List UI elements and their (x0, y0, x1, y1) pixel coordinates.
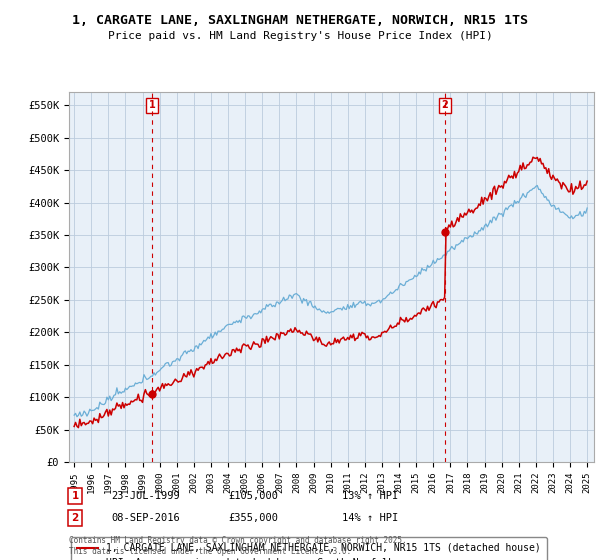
Text: 13% ↑ HPI: 13% ↑ HPI (342, 491, 398, 501)
Legend: 1, CARGATE LANE, SAXLINGHAM NETHERGATE, NORWICH, NR15 1TS (detached house), HPI:: 1, CARGATE LANE, SAXLINGHAM NETHERGATE, … (71, 537, 547, 560)
Text: 2: 2 (71, 513, 79, 523)
Text: 1: 1 (149, 100, 155, 110)
Text: £355,000: £355,000 (228, 513, 278, 523)
Text: 1, CARGATE LANE, SAXLINGHAM NETHERGATE, NORWICH, NR15 1TS: 1, CARGATE LANE, SAXLINGHAM NETHERGATE, … (72, 14, 528, 27)
Text: £105,000: £105,000 (228, 491, 278, 501)
Text: 08-SEP-2016: 08-SEP-2016 (111, 513, 180, 523)
Text: Price paid vs. HM Land Registry's House Price Index (HPI): Price paid vs. HM Land Registry's House … (107, 31, 493, 41)
Text: 14% ↑ HPI: 14% ↑ HPI (342, 513, 398, 523)
Text: 1: 1 (71, 491, 79, 501)
Text: 2: 2 (442, 100, 448, 110)
Text: Contains HM Land Registry data © Crown copyright and database right 2025.
This d: Contains HM Land Registry data © Crown c… (69, 536, 407, 556)
Text: 23-JUL-1999: 23-JUL-1999 (111, 491, 180, 501)
